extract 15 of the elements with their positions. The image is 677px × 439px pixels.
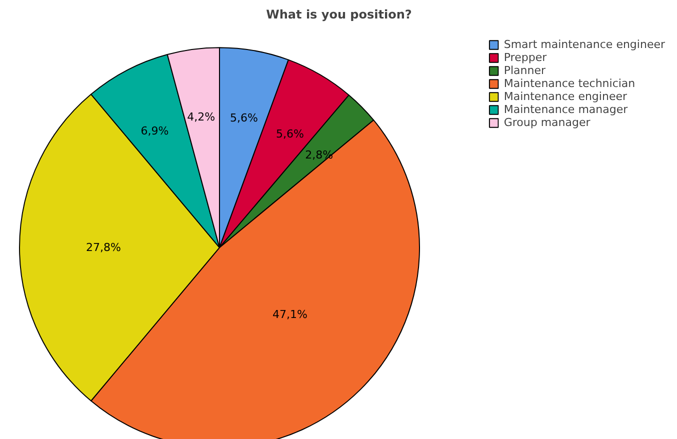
data-label: 27,8%: [86, 241, 121, 254]
legend-label: Smart maintenance engineer: [504, 38, 665, 51]
legend-label: Maintenance manager: [504, 103, 628, 116]
data-label: 47,1%: [272, 308, 308, 321]
legend-label: Maintenance engineer: [504, 90, 628, 103]
data-label: 6,9%: [140, 124, 169, 138]
data-label: 5,6%: [276, 127, 304, 140]
data-label: 5,6%: [230, 111, 258, 124]
legend-label: Group manager: [504, 116, 590, 129]
legend-label: Planner: [504, 64, 546, 77]
data-label: 2,8%: [305, 148, 334, 162]
chart-title: What is you position?: [266, 8, 412, 22]
data-label: 4,2%: [187, 110, 216, 124]
legend-label: Maintenance technician: [504, 77, 636, 90]
legend-label: Prepper: [504, 51, 547, 64]
